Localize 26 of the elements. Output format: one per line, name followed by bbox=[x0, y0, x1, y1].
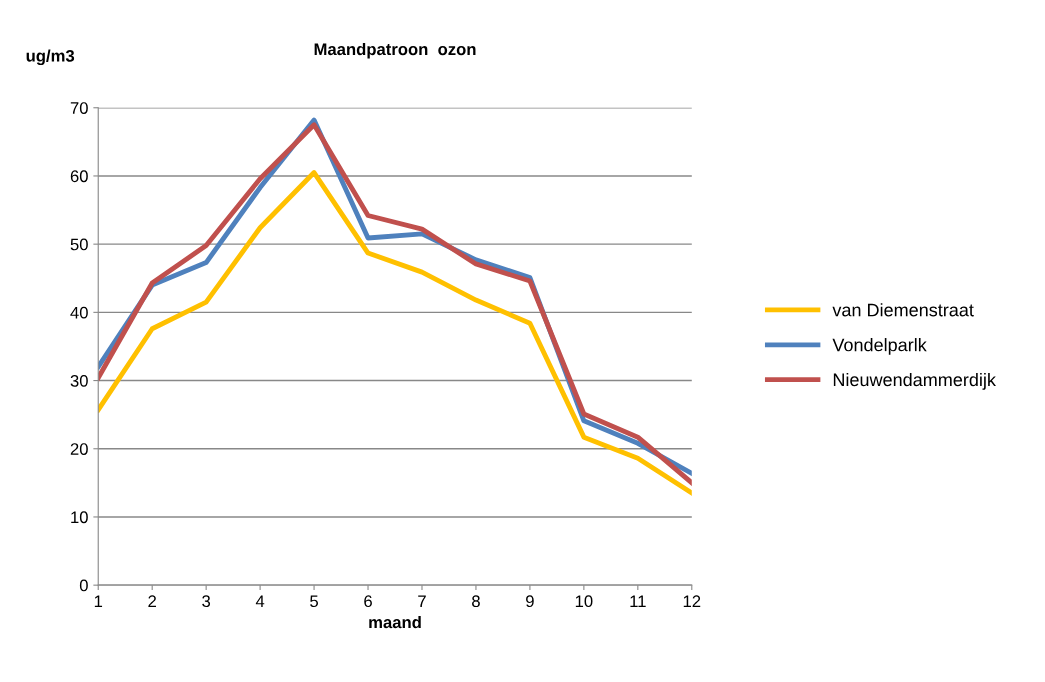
x-tick-label: 10 bbox=[575, 595, 593, 608]
y-axis-title: ug/m3 bbox=[26, 49, 75, 66]
x-tick-label: 8 bbox=[472, 595, 480, 608]
x-tick-label: 5 bbox=[310, 595, 319, 608]
chart-title: Maandpatroon ozon bbox=[314, 42, 476, 59]
y-tick-label: 50 bbox=[70, 238, 88, 251]
legend-label: Vondelparlk bbox=[832, 338, 927, 355]
x-axis-title: maand bbox=[369, 615, 421, 629]
x-tick-label: 7 bbox=[418, 595, 426, 607]
y-tick-label: 20 bbox=[70, 443, 88, 455]
x-tick-label: 2 bbox=[148, 595, 156, 607]
x-tick-label: 11 bbox=[630, 595, 646, 607]
x-tick-label: 3 bbox=[202, 595, 211, 608]
y-tick-label: 60 bbox=[70, 170, 88, 183]
y-tick-label: 70 bbox=[70, 102, 88, 114]
y-tick-label: 0 bbox=[79, 579, 88, 592]
x-tick-label: 1 bbox=[94, 595, 103, 607]
x-tick-label: 12 bbox=[683, 595, 701, 607]
legend-label: van Diemenstraat bbox=[832, 303, 974, 317]
x-tick-label: 9 bbox=[526, 595, 534, 608]
y-tick-label: 10 bbox=[71, 511, 88, 524]
legend-label: Nieuwendammerdijk bbox=[833, 372, 996, 390]
y-tick-label: 40 bbox=[70, 306, 88, 319]
x-tick-label: 6 bbox=[364, 595, 372, 608]
y-tick-label: 30 bbox=[70, 374, 88, 387]
x-tick-label: 4 bbox=[255, 595, 265, 607]
